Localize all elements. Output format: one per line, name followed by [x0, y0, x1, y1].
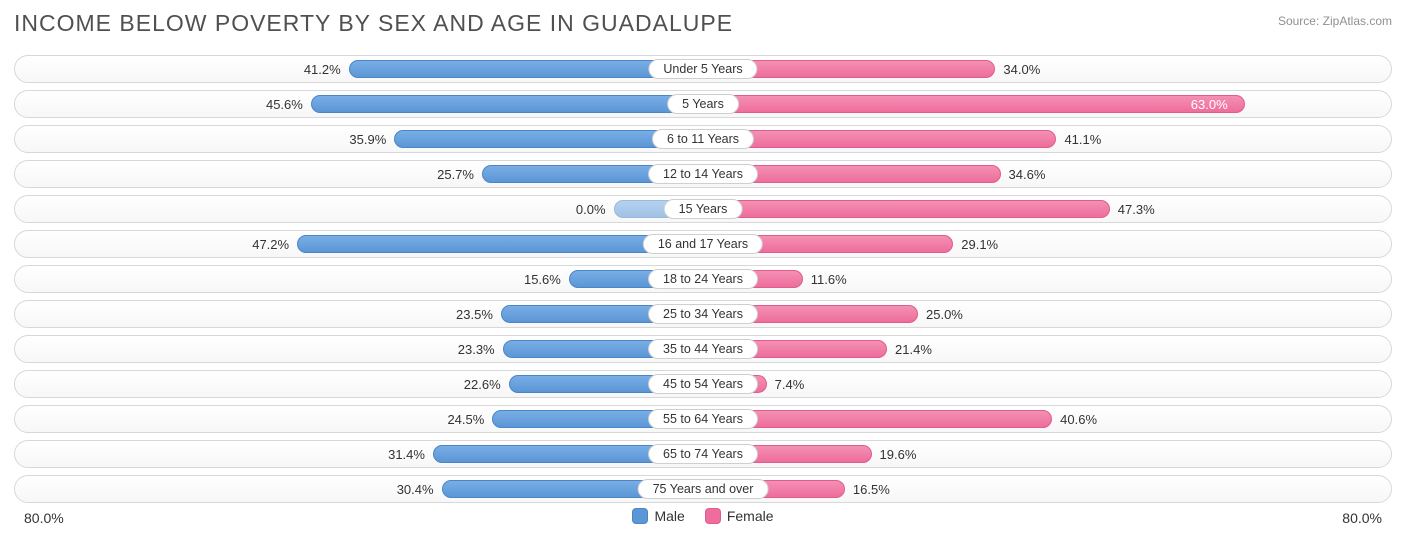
category-badge: 75 Years and over	[638, 479, 769, 499]
female-value-label: 34.6%	[1009, 161, 1046, 189]
female-value-label: 41.1%	[1064, 126, 1101, 154]
chart-row: 23.5% 25.0% 25 to 34 Years	[14, 300, 1392, 328]
female-value-label: 47.3%	[1118, 196, 1155, 224]
male-value-label: 22.6%	[464, 371, 501, 399]
diverging-bar-chart: 41.2% 34.0% Under 5 Years 45.6% 63.0% 5 Years…	[14, 55, 1392, 503]
female-value-label: 29.1%	[961, 231, 998, 259]
female-value-label: 19.6%	[880, 441, 917, 469]
female-swatch-icon	[705, 508, 721, 524]
chart-row: 45.6% 63.0% 5 Years	[14, 90, 1392, 118]
chart-row: 25.7% 34.6% 12 to 14 Years	[14, 160, 1392, 188]
male-value-label: 47.2%	[252, 231, 289, 259]
chart-row: 24.5% 40.6% 55 to 64 Years	[14, 405, 1392, 433]
chart-row: 0.0% 47.3% 15 Years	[14, 195, 1392, 223]
legend-male-label: Male	[654, 508, 684, 524]
male-value-label: 15.6%	[524, 266, 561, 294]
female-value-label: 63.0%	[1191, 91, 1228, 119]
female-value-label: 34.0%	[1003, 56, 1040, 84]
chart-row: 35.9% 41.1% 6 to 11 Years	[14, 125, 1392, 153]
female-value-label: 16.5%	[853, 476, 890, 504]
male-value-label: 41.2%	[304, 56, 341, 84]
chart-row: 31.4% 19.6% 65 to 74 Years	[14, 440, 1392, 468]
female-bar	[703, 130, 1056, 148]
legend-item-male: Male	[632, 508, 684, 524]
chart-row: 15.6% 11.6% 18 to 24 Years	[14, 265, 1392, 293]
female-value-label: 40.6%	[1060, 406, 1097, 434]
category-badge: 15 Years	[664, 199, 743, 219]
legend-item-female: Female	[705, 508, 774, 524]
male-value-label: 30.4%	[397, 476, 434, 504]
male-value-label: 45.6%	[266, 91, 303, 119]
legend: Male Female	[14, 508, 1392, 524]
chart-title: INCOME BELOW POVERTY BY SEX AND AGE IN G…	[14, 10, 733, 37]
chart-row: 41.2% 34.0% Under 5 Years	[14, 55, 1392, 83]
chart-row: 30.4% 16.5% 75 Years and over	[14, 475, 1392, 503]
female-bar	[703, 95, 1245, 113]
axis-max-right: 80.0%	[1342, 510, 1382, 526]
male-value-label: 25.7%	[437, 161, 474, 189]
male-value-label: 35.9%	[349, 126, 386, 154]
source-attribution: Source: ZipAtlas.com	[1278, 10, 1392, 28]
male-value-label: 23.3%	[458, 336, 495, 364]
male-value-label: 24.5%	[447, 406, 484, 434]
male-value-label: 31.4%	[388, 441, 425, 469]
legend-female-label: Female	[727, 508, 774, 524]
chart-row: 22.6% 7.4% 45 to 54 Years	[14, 370, 1392, 398]
male-swatch-icon	[632, 508, 648, 524]
category-badge: 45 to 54 Years	[648, 374, 758, 394]
category-badge: 55 to 64 Years	[648, 409, 758, 429]
category-badge: 16 and 17 Years	[643, 234, 763, 254]
female-value-label: 7.4%	[775, 371, 805, 399]
axis-max-left: 80.0%	[24, 510, 64, 526]
category-badge: 25 to 34 Years	[648, 304, 758, 324]
male-bar	[311, 95, 703, 113]
category-badge: Under 5 Years	[648, 59, 757, 79]
category-badge: 65 to 74 Years	[648, 444, 758, 464]
male-value-label: 0.0%	[576, 196, 606, 224]
category-badge: 35 to 44 Years	[648, 339, 758, 359]
female-value-label: 11.6%	[811, 266, 847, 294]
female-value-label: 21.4%	[895, 336, 932, 364]
category-badge: 5 Years	[667, 94, 739, 114]
category-badge: 12 to 14 Years	[648, 164, 758, 184]
male-value-label: 23.5%	[456, 301, 493, 329]
category-badge: 6 to 11 Years	[652, 129, 754, 149]
female-bar	[703, 200, 1110, 218]
category-badge: 18 to 24 Years	[648, 269, 758, 289]
chart-row: 47.2% 29.1% 16 and 17 Years	[14, 230, 1392, 258]
chart-row: 23.3% 21.4% 35 to 44 Years	[14, 335, 1392, 363]
female-value-label: 25.0%	[926, 301, 963, 329]
